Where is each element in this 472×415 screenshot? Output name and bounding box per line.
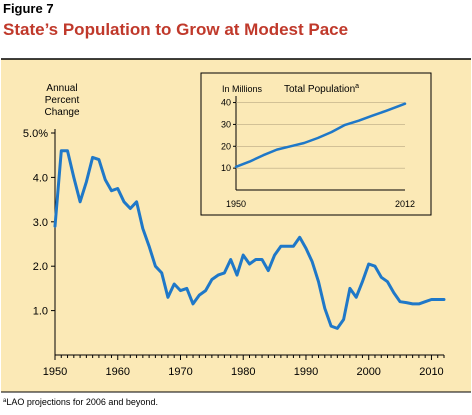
x-tick-label: 1950: [43, 366, 67, 378]
y-tick-label: 2.0: [33, 261, 48, 273]
inset-x-tick-label: 2012: [395, 199, 415, 209]
inset-y-tick-label: 10: [221, 163, 231, 173]
footnote-marker: a: [3, 398, 7, 404]
figure-title: State’s Population to Grow at Modest Pac…: [3, 20, 349, 39]
inset-title-superscript: a: [355, 83, 359, 90]
inset-chart-axes: 10 20 30 40 1950 2012: [221, 96, 415, 209]
y-axis-label-line-1: Annual: [46, 83, 77, 94]
main-chart-series: [53, 149, 446, 330]
x-tick-label: 1970: [168, 366, 192, 378]
inset-y-tick-label: 40: [221, 98, 231, 108]
inset-x-tick-label: 1950: [226, 199, 246, 209]
inset-y-tick-label: 20: [221, 141, 231, 151]
inset-chart-series: [234, 102, 407, 169]
inset-y-axis-label: In Millions: [222, 84, 263, 94]
x-tick-label: 1990: [294, 366, 318, 378]
y-tick-label: 1.0: [33, 306, 48, 318]
inset-title-text: Total Population: [284, 84, 355, 95]
y-tick-label: 3.0: [33, 217, 48, 229]
total-population-line: [234, 102, 407, 169]
x-tick-label: 1980: [231, 366, 255, 378]
population-growth-line: [53, 149, 446, 330]
y-tick-label: 4.0: [33, 172, 48, 184]
inset-chart-frame: [200, 72, 432, 216]
x-tick-label: 1960: [105, 366, 129, 378]
y-tick-label: 5.0%: [23, 128, 48, 140]
footnote-text: LAO projections for 2006 and beyond.: [6, 397, 158, 407]
inset-title: Total Populationa: [284, 83, 359, 95]
y-axis-label-line-3: Change: [44, 107, 79, 118]
figure-label: Figure 7: [3, 1, 54, 16]
x-tick-label: 2000: [356, 366, 380, 378]
y-axis-label-line-2: Percent: [45, 95, 80, 106]
main-chart-axes: 5.0% 4.0 3.0 2.0 1.0 1950 1960 1970 1980 1990 2000…: [23, 128, 445, 378]
x-tick-label: 2010: [419, 366, 443, 378]
inset-y-tick-label: 30: [221, 119, 231, 129]
footnote: aLAO projections for 2006 and beyond.: [3, 397, 158, 407]
